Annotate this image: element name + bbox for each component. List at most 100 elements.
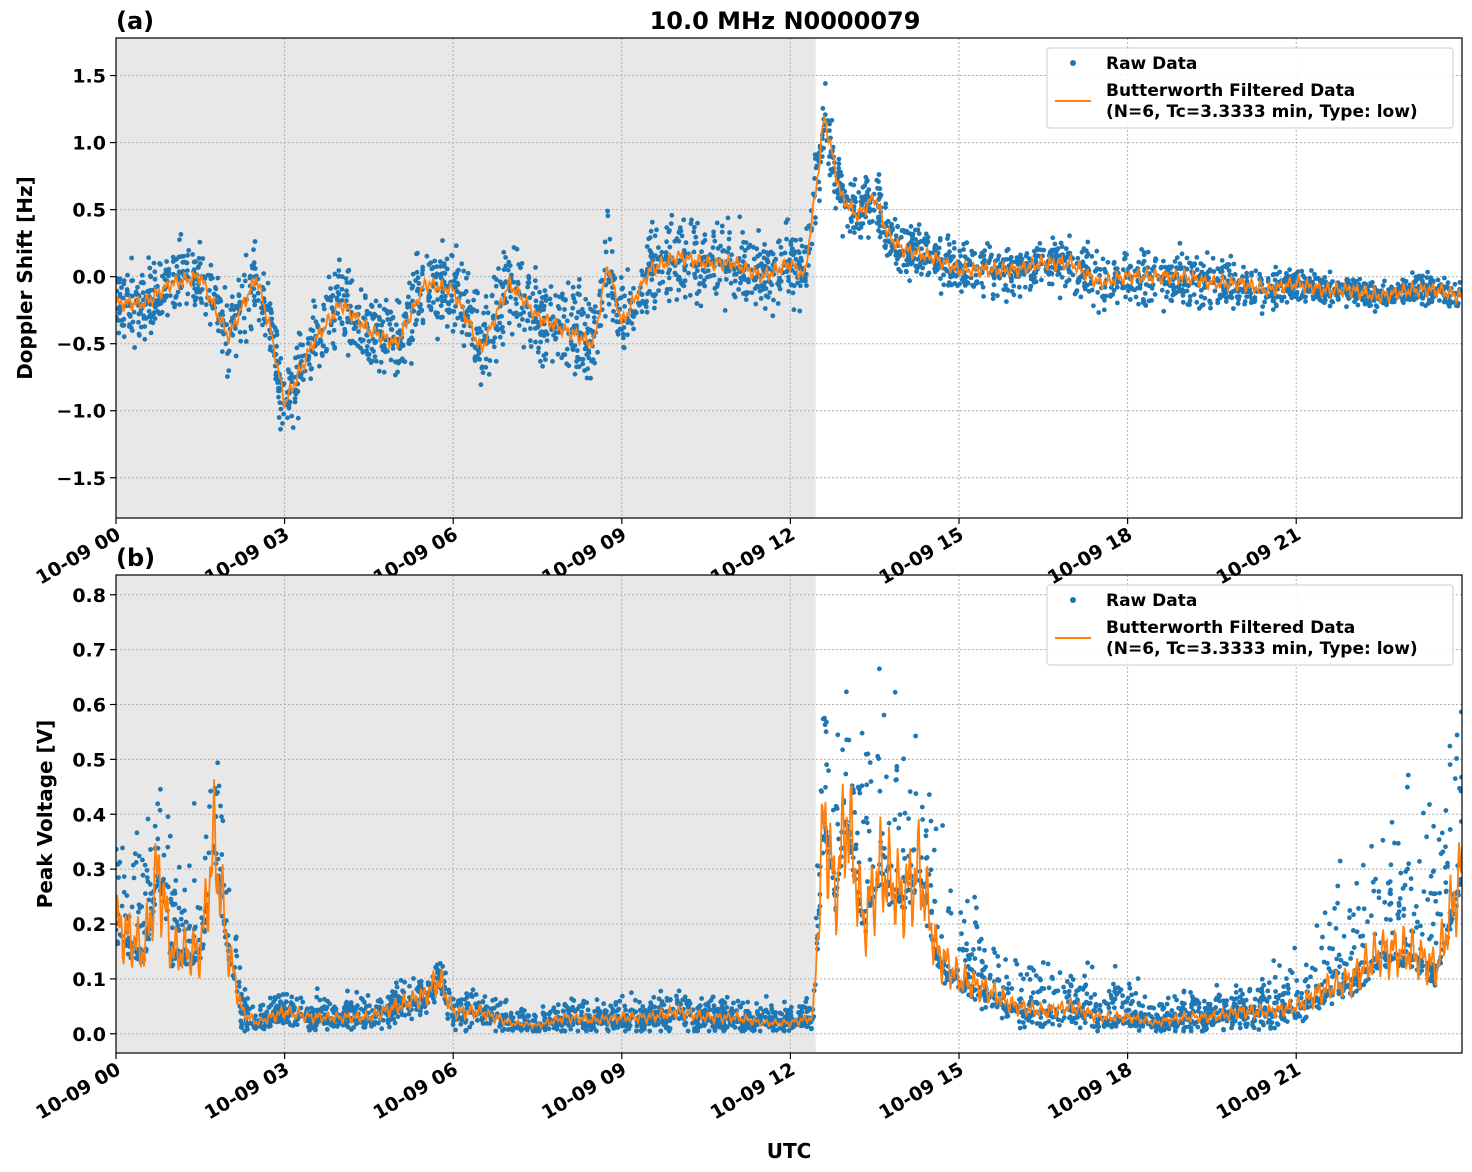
raw-data-point [576, 284, 582, 289]
raw-data-point [762, 242, 767, 247]
raw-data-point [836, 161, 842, 167]
raw-data-point [1286, 286, 1292, 292]
raw-data-point [778, 244, 784, 250]
raw-data-point [1115, 300, 1120, 306]
raw-data-point [509, 331, 515, 337]
raw-data-point [501, 249, 507, 255]
raw-data-point [407, 280, 412, 286]
raw-data-point [1231, 288, 1237, 294]
raw-data-point [827, 128, 832, 134]
raw-data-point [1359, 284, 1364, 290]
raw-data-point [1322, 294, 1327, 299]
raw-data-point [885, 218, 891, 224]
raw-data-point [745, 999, 751, 1005]
raw-data-point [324, 1027, 330, 1032]
raw-data-point [1089, 254, 1095, 259]
raw-data-point [693, 275, 698, 280]
raw-data-point [979, 280, 984, 286]
raw-data-point [1400, 296, 1405, 302]
raw-data-point [721, 248, 727, 253]
raw-data-point [1005, 986, 1010, 992]
raw-data-point [379, 322, 384, 328]
raw-data-point [717, 277, 723, 283]
raw-data-point [178, 232, 184, 237]
raw-data-point [576, 309, 581, 315]
raw-data-point [185, 252, 191, 258]
raw-data-point [886, 820, 892, 826]
raw-data-point [1159, 287, 1165, 293]
raw-data-point [1186, 1024, 1192, 1030]
raw-data-point [196, 255, 202, 261]
raw-data-point [170, 259, 176, 264]
raw-data-point [507, 308, 513, 314]
raw-data-point [961, 247, 966, 252]
raw-data-point [251, 293, 257, 299]
raw-data-point [276, 415, 282, 420]
raw-data-point [1074, 288, 1080, 293]
raw-data-point [1228, 292, 1234, 298]
raw-data-point [543, 357, 548, 362]
raw-data-point [1341, 933, 1347, 939]
raw-data-point [1174, 255, 1180, 260]
raw-data-point [991, 282, 997, 288]
raw-data-point [449, 298, 455, 304]
raw-data-point [491, 344, 497, 350]
raw-data-point [429, 266, 435, 272]
raw-data-point [225, 374, 230, 379]
raw-data-point [1208, 305, 1213, 311]
raw-data-point [1293, 294, 1299, 300]
raw-data-point [526, 273, 531, 279]
raw-data-point [1322, 300, 1327, 306]
raw-data-point [1228, 253, 1234, 259]
raw-data-point [1008, 254, 1014, 260]
raw-data-point [634, 1028, 639, 1034]
raw-data-point [1269, 1020, 1275, 1025]
raw-data-point [274, 332, 280, 338]
raw-data-point [718, 243, 723, 249]
raw-data-point [1081, 246, 1087, 252]
raw-data-point [337, 257, 342, 263]
raw-data-point [296, 354, 301, 360]
raw-data-point [385, 317, 391, 322]
raw-data-point [330, 293, 336, 298]
raw-data-point [853, 199, 859, 205]
raw-data-point [1312, 271, 1317, 277]
raw-data-point [882, 855, 888, 860]
raw-data-point [682, 294, 688, 300]
raw-data-point [1092, 260, 1098, 266]
raw-data-point [710, 257, 716, 263]
raw-data-point [1062, 283, 1068, 289]
raw-data-point [451, 309, 457, 314]
raw-data-point [992, 950, 998, 955]
raw-data-point [829, 117, 835, 123]
raw-data-point [409, 1016, 415, 1022]
raw-data-point [971, 284, 977, 289]
y-tick-label: 0.0 [72, 267, 106, 289]
raw-data-point [809, 1025, 814, 1031]
raw-data-point [1093, 1004, 1099, 1010]
raw-data-point [799, 243, 805, 249]
raw-data-point [649, 277, 655, 283]
raw-data-point [400, 988, 405, 994]
raw-data-point [297, 331, 303, 337]
raw-data-point [493, 1028, 499, 1034]
raw-data-point [1158, 265, 1164, 271]
raw-data-point [352, 320, 357, 326]
raw-data-point [826, 768, 831, 773]
raw-data-point [183, 919, 189, 925]
raw-data-point [950, 273, 956, 279]
raw-data-point [758, 1006, 763, 1011]
raw-data-point [1355, 302, 1361, 308]
raw-data-point [951, 240, 957, 245]
raw-data-point [224, 303, 230, 308]
raw-data-point [343, 276, 349, 281]
raw-data-point [543, 298, 549, 303]
raw-data-point [1371, 888, 1377, 894]
raw-data-point [981, 259, 987, 265]
raw-data-point [647, 288, 652, 294]
y-tick-label: 0.7 [72, 640, 106, 662]
raw-data-point [1161, 308, 1167, 314]
raw-data-point [432, 258, 438, 264]
raw-data-point [278, 426, 283, 432]
raw-data-point [1297, 296, 1303, 301]
